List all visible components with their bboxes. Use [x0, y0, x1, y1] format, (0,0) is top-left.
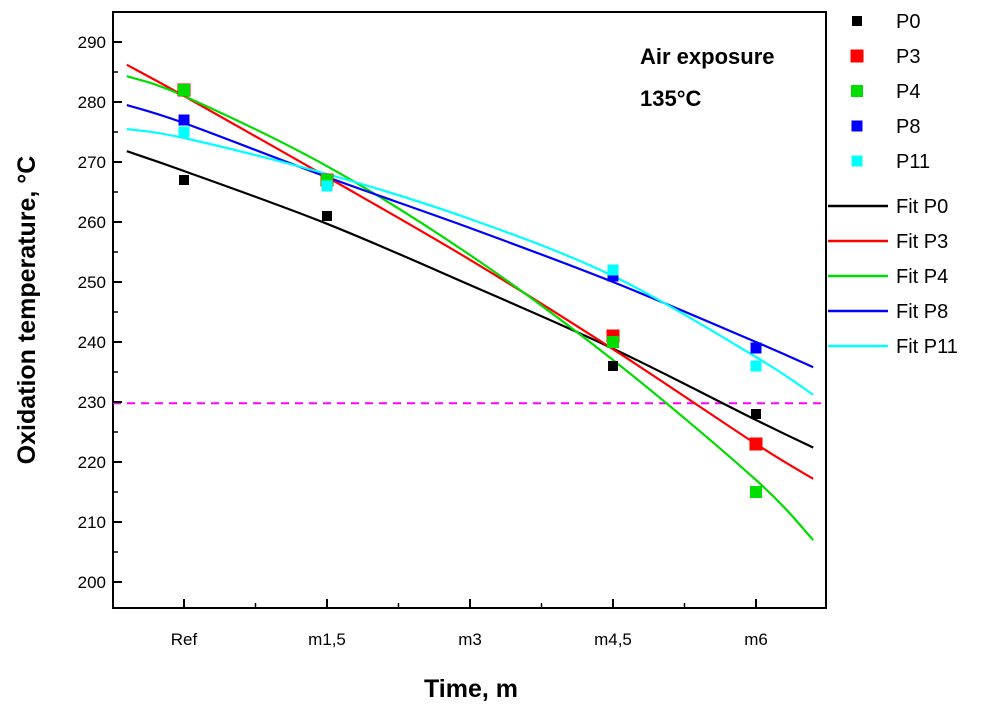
x-tick-label: Ref [171, 630, 198, 649]
legend-label-fit-p3: Fit P3 [896, 231, 948, 253]
data-point-p0 [322, 211, 332, 221]
x-axis-title: Time, m [424, 675, 518, 703]
legend-marker-p0 [852, 16, 862, 26]
data-point-p11 [178, 126, 190, 138]
y-tick-label: 290 [78, 33, 106, 52]
fit-line-fit-p0 [126, 150, 814, 449]
data-point-p11 [750, 360, 762, 372]
legend-label-p4: P4 [896, 81, 920, 103]
data-point-p11 [321, 180, 333, 192]
legend-marker-p4 [851, 85, 863, 97]
data-point-p0 [179, 175, 189, 185]
fit-line-fit-p3 [126, 63, 814, 480]
legend-marker-p8 [851, 120, 863, 132]
data-point-p8 [607, 270, 619, 282]
y-tick-label: 240 [78, 333, 106, 352]
data-point-p11 [607, 264, 619, 276]
legend-marker-p3 [850, 49, 864, 63]
legend-label-fit-p11: Fit P11 [896, 336, 958, 358]
data-point-p0 [608, 361, 618, 371]
y-tick-label: 220 [78, 453, 106, 472]
data-point-p8 [750, 342, 762, 354]
annotation-line-1: Air exposure [640, 44, 775, 69]
fit-line-fit-p11 [126, 127, 814, 396]
annotation-line-2: 135°C [640, 86, 702, 111]
y-axis-title: Oxidation temperature, °C [13, 156, 41, 465]
fit-line-fit-p4 [126, 75, 814, 541]
x-tick-label: m3 [458, 630, 482, 649]
data-point-p4 [750, 486, 762, 498]
legend-label-fit-p4: Fit P4 [896, 266, 948, 288]
fit-line-fit-p8 [126, 103, 814, 369]
legend-label-fit-p0: Fit P0 [896, 196, 948, 218]
y-tick-label: 260 [78, 213, 106, 232]
legend-label-fit-p8: Fit P8 [896, 301, 948, 323]
y-tick-label: 250 [78, 273, 106, 292]
data-point-p0 [751, 409, 761, 419]
y-tick-label: 280 [78, 93, 106, 112]
legend-label-p11: P11 [896, 151, 930, 173]
legend-label-p0: P0 [896, 11, 920, 33]
y-tick-label: 210 [78, 513, 106, 532]
data-point-p4 [607, 336, 619, 348]
legend-label-p3: P3 [896, 46, 920, 68]
plot-area [112, 11, 827, 609]
data-point-p4 [178, 84, 190, 96]
x-tick-label: m6 [744, 630, 768, 649]
y-tick-label: 200 [78, 573, 106, 592]
y-tick-label: 230 [78, 393, 106, 412]
legend-label-p8: P8 [896, 116, 920, 138]
legend-marker-p11 [851, 155, 863, 167]
data-point-p8 [178, 114, 190, 126]
x-tick-label: m1,5 [308, 630, 346, 649]
data-point-p3 [749, 437, 763, 451]
x-tick-label: m4,5 [594, 630, 632, 649]
y-tick-label: 270 [78, 153, 106, 172]
